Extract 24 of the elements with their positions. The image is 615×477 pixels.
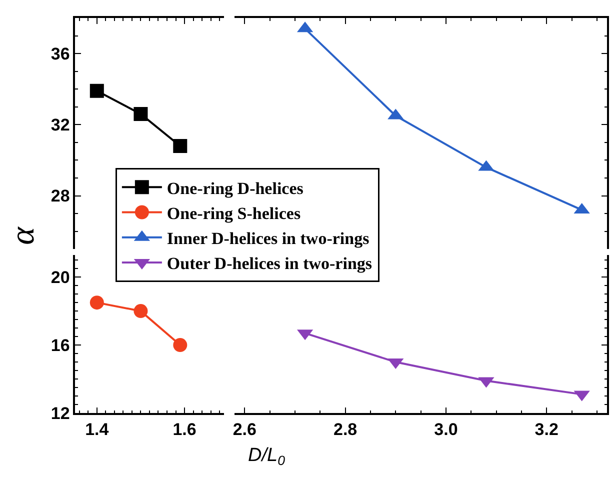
y-tick-label: 36 <box>50 44 70 64</box>
x-tick-label: 3.2 <box>534 420 558 440</box>
point <box>173 138 188 153</box>
point <box>134 106 148 121</box>
x-tick-label: 2.8 <box>333 420 358 440</box>
y-tick-label: 28 <box>50 186 70 206</box>
legend-label: Outer D-helices in two-rings <box>166 254 372 274</box>
point <box>90 296 104 310</box>
y-tick-label: 12 <box>50 404 70 423</box>
legend-label: One-ring D-helices <box>166 178 304 198</box>
point <box>173 338 188 352</box>
y-tick-label: 32 <box>50 116 70 135</box>
x-tick-label: 1.6 <box>172 420 196 440</box>
x-tick-label: 3.0 <box>434 420 458 440</box>
point <box>90 84 104 98</box>
x-axis-title: D/L$_{0}$ <box>248 445 286 468</box>
point <box>134 304 148 318</box>
y-tick-label: 20 <box>50 268 70 288</box>
legend-label: Inner D-helices in two-rings <box>166 228 370 248</box>
y-axis-title: α <box>4 226 42 245</box>
x-tick-label: 2.6 <box>232 420 256 440</box>
legend-label: One-ring S-helices <box>166 204 301 223</box>
y-tick-label: 16 <box>50 336 70 355</box>
x-tick-label: 1.4 <box>85 420 110 440</box>
